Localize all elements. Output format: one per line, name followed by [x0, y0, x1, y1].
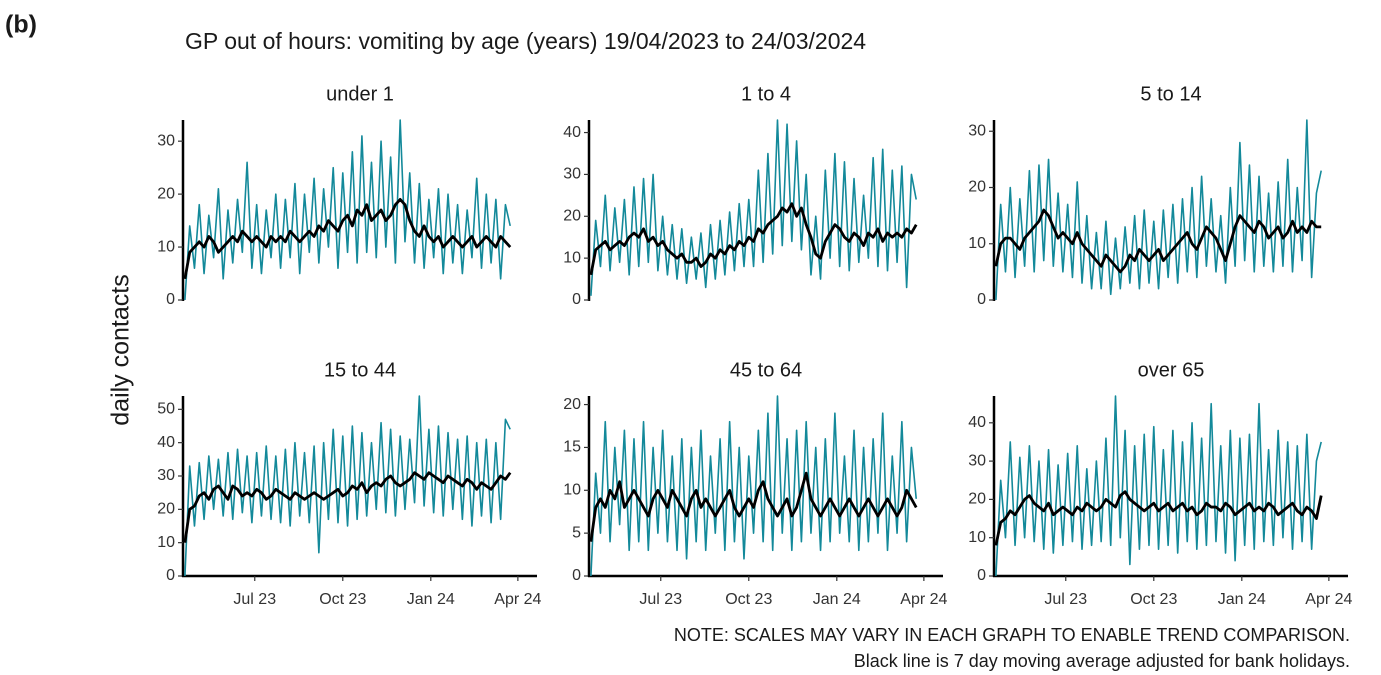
moving-average-line	[183, 198, 512, 280]
x-tick-label: Oct 23	[725, 591, 772, 608]
panel-title: 15 to 44	[324, 359, 396, 381]
y-tick-label: 50	[157, 401, 175, 418]
y-tick-label: 10	[157, 238, 175, 255]
y-tick-label: 10	[157, 534, 175, 551]
y-tick-label: 40	[968, 414, 986, 431]
daily-line	[184, 119, 511, 301]
panel-title: over 65	[1138, 359, 1205, 381]
y-tick-label: 20	[968, 491, 986, 508]
y-tick-label: 20	[157, 185, 175, 202]
y-tick-label: 10	[968, 235, 986, 252]
x-tick-label: Oct 23	[319, 591, 366, 608]
panel-title: 5 to 14	[1140, 83, 1201, 105]
y-tick-label: 30	[157, 467, 175, 484]
y-tick-label: 20	[157, 501, 175, 518]
moving-average-line	[589, 471, 918, 542]
y-tick-label: 30	[157, 132, 175, 149]
y-tick-label: 5	[572, 524, 581, 541]
y-tick-label: 0	[166, 291, 175, 308]
y-tick-label: 15	[563, 439, 581, 456]
y-axis-label: daily contacts	[107, 274, 135, 425]
x-tick-label: Jan 24	[1218, 591, 1266, 608]
y-tick-label: 40	[157, 434, 175, 451]
x-tick-label: Jan 24	[813, 591, 861, 608]
daily-line	[590, 119, 917, 296]
x-tick-label: Apr 24	[1305, 591, 1352, 608]
panel-title: 1 to 4	[741, 83, 791, 105]
y-tick-label: 30	[968, 122, 986, 139]
figure-label: (b)	[5, 11, 37, 39]
y-tick-label: 30	[968, 452, 986, 469]
x-tick-label: Jul 23	[639, 591, 682, 608]
y-tick-label: 0	[977, 291, 986, 308]
moving-average-line	[589, 202, 918, 276]
x-tick-label: Jan 24	[407, 591, 455, 608]
x-tick-label: Apr 24	[494, 591, 541, 608]
daily-line	[995, 119, 1322, 301]
moving-average-line	[994, 490, 1323, 546]
y-tick-label: 0	[977, 567, 986, 584]
chart-title: GP out of hours: vomiting by age (years)…	[185, 28, 866, 54]
moving-average-line	[994, 208, 1322, 274]
y-tick-label: 20	[563, 207, 581, 224]
y-tick-label: 10	[563, 482, 581, 499]
x-tick-label: Apr 24	[900, 591, 947, 608]
y-tick-label: 10	[563, 249, 581, 266]
panel-title: under 1	[326, 83, 394, 105]
y-tick-label: 20	[968, 179, 986, 196]
y-tick-label: 0	[166, 567, 175, 584]
panel-title: 45 to 64	[730, 359, 802, 381]
x-tick-label: Oct 23	[1130, 591, 1177, 608]
y-tick-label: 0	[572, 567, 581, 584]
moving-average-line	[183, 471, 512, 543]
y-tick-label: 0	[572, 291, 581, 308]
x-tick-label: Jul 23	[1044, 591, 1087, 608]
daily-line	[590, 395, 918, 577]
note: Black line is 7 day moving average adjus…	[854, 651, 1350, 671]
x-tick-label: Jul 23	[233, 591, 276, 608]
daily-line	[995, 395, 1322, 577]
y-tick-label: 10	[968, 529, 986, 546]
y-tick-label: 40	[563, 124, 581, 141]
daily-line	[184, 395, 511, 577]
y-tick-label: 30	[563, 166, 581, 183]
note: NOTE: SCALES MAY VARY IN EACH GRAPH TO E…	[674, 625, 1350, 645]
y-tick-label: 20	[563, 396, 581, 413]
